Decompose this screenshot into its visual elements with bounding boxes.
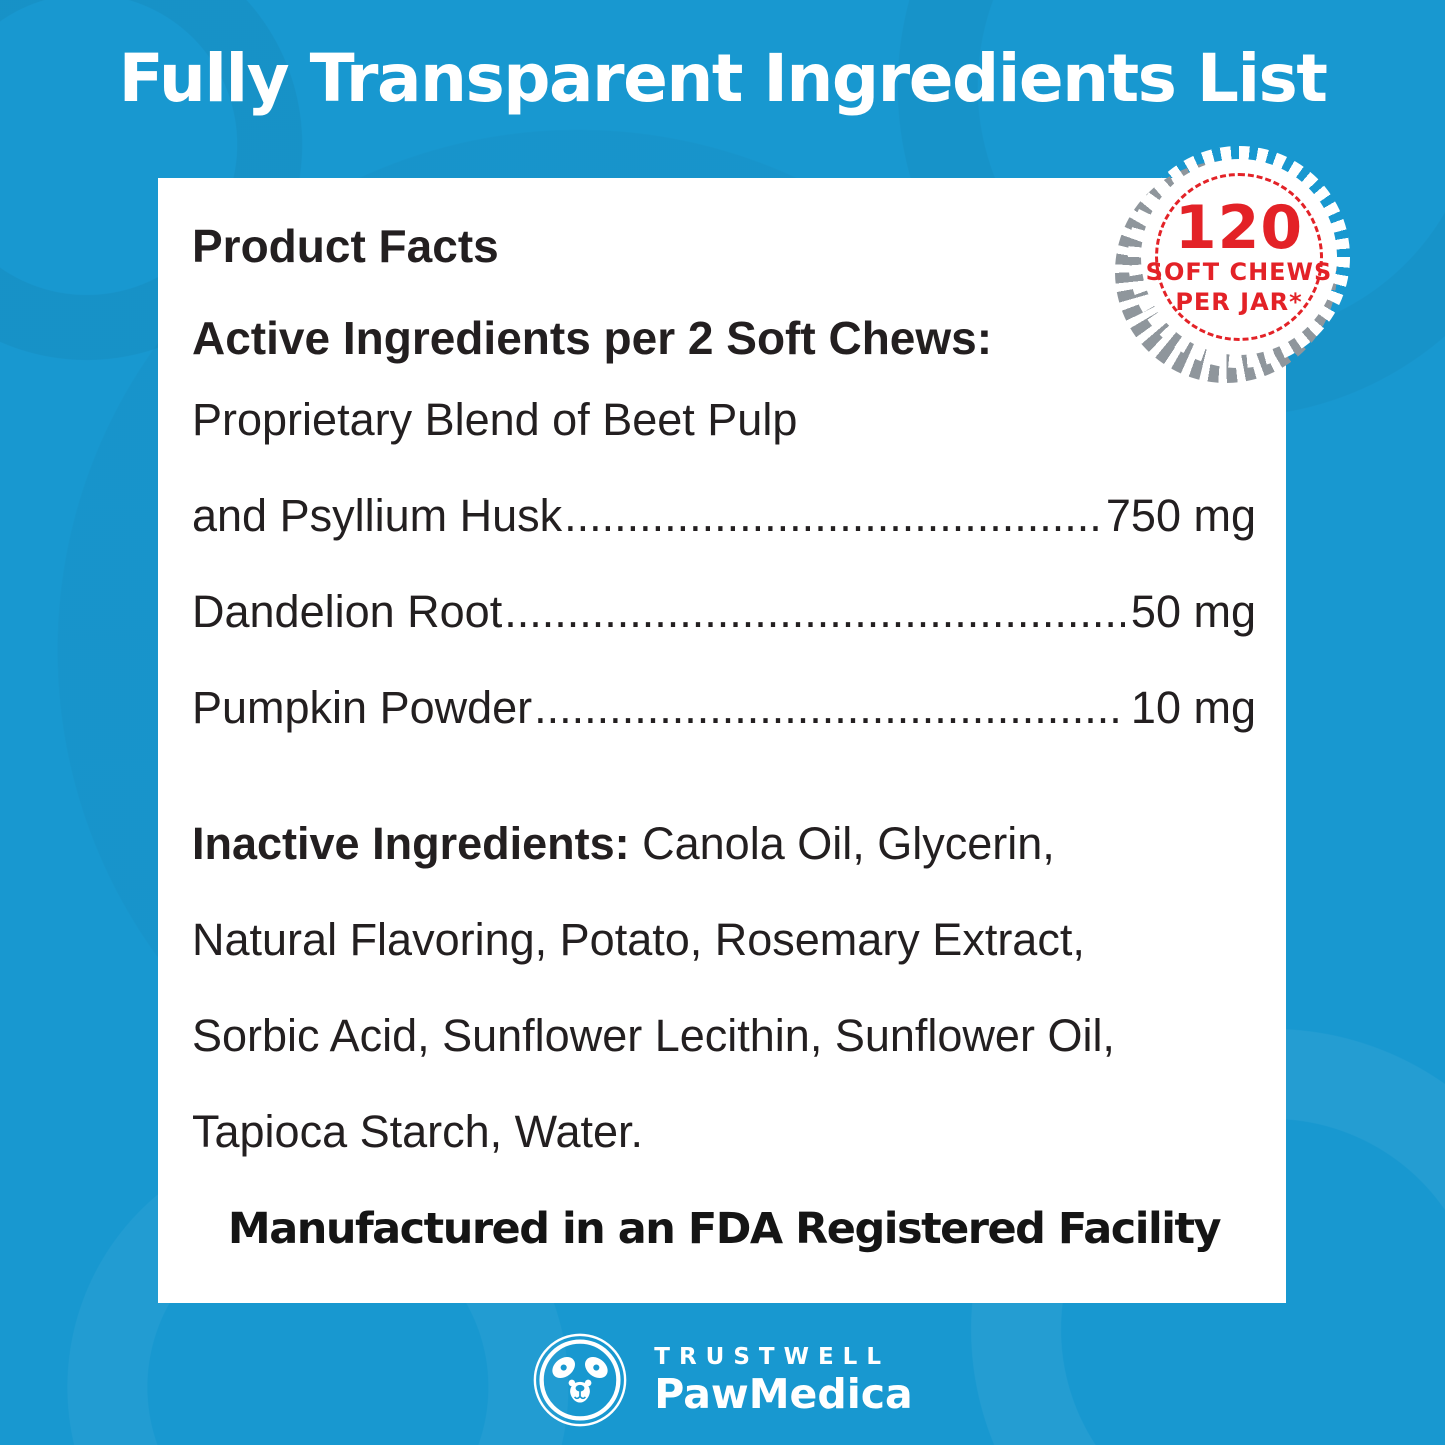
leader-dots: ........................................… [564,490,1100,541]
seal-dashed-ring [1155,173,1323,341]
ingredient-row: Pumpkin Powder .........................… [192,660,1256,756]
badge-label-line1: SOFT CHEWS [1145,258,1333,286]
inactive-ingredients-paragraph: Inactive Ingredients: Canola Oil, Glycer… [192,796,1256,1180]
inactive-ingredients-heading: Inactive Ingredients: [192,818,630,869]
ingredient-label: and Psyllium Husk [192,490,563,541]
ingredient-label: Pumpkin Powder [192,682,533,733]
badge-label-line2: PER JAR* [1175,288,1303,316]
leader-dots: ........................................… [504,586,1125,637]
page-title: Fully Transparent Ingredients List [118,40,1328,117]
ingredient-label: Proprietary Blend of Beet Pulp [192,394,798,445]
active-ingredients-heading: Active Ingredients per 2 Soft Chews: [192,312,993,364]
ingredient-value: 10 mg [1130,682,1256,733]
dog-logo-icon [533,1333,627,1427]
ingredient-row: Proprietary Blend of Beet Pulp [192,372,1256,468]
badge-count: 120 [1174,193,1304,263]
manufactured-note: Manufactured in an FDA Registered Facili… [227,1204,1222,1254]
brand-logo: TRUSTWELL PawMedica [0,1332,1445,1428]
ingredient-value: 50 mg [1130,586,1256,637]
inactive-line-text: Canola Oil, Glycerin, [629,818,1055,869]
ingredient-label: Dandelion Root [192,586,503,637]
inactive-line: Natural Flavoring, Potato, Rosemary Extr… [192,914,1085,965]
ingredient-value: 750 mg [1105,490,1256,541]
product-facts-card: Product Facts Active Ingredients per 2 S… [158,178,1286,1303]
facts-title: Product Facts [192,220,499,272]
leader-dots: ........................................… [534,682,1125,733]
inactive-line: Sorbic Acid, Sunflower Lecithin, Sunflow… [192,1010,1115,1061]
brand-text: TRUSTWELL PawMedica [654,1343,912,1417]
count-badge-seal: 120 SOFT CHEWS PER JAR* [1107,146,1350,391]
brand-name-top: TRUSTWELL [654,1344,890,1370]
ingredient-row: and Psyllium Husk ......................… [192,468,1256,564]
inactive-line: Inactive Ingredients: Canola Oil, Glycer… [192,796,1256,892]
seal-text: 120 SOFT CHEWS PER JAR* [1128,146,1350,368]
ingredient-row: Dandelion Root .........................… [192,564,1256,660]
brand-name-bottom: PawMedica [654,1370,913,1418]
inactive-line: Tapioca Starch, Water. [192,1106,644,1157]
